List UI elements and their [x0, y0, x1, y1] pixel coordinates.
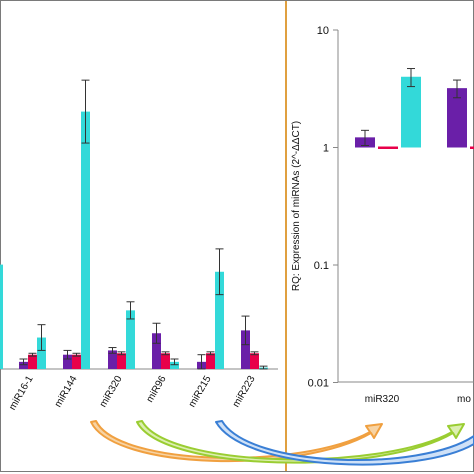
bar-miR144-s2	[72, 354, 81, 369]
partial-bar	[0, 264, 3, 369]
right-category-labels: miR320 mo	[365, 394, 472, 405]
bar-miR215-s2	[206, 353, 215, 369]
bar-miR16-1-s3	[37, 337, 46, 369]
connector-arrows	[90, 420, 474, 466]
bar-right-mo-s2	[470, 146, 474, 149]
right-y-axis-label: RQ: Expression of miRNAs (2^-ΔΔCT)	[291, 121, 302, 291]
bar-miR215-s3	[215, 271, 224, 369]
bar-miR320-s3	[126, 310, 135, 369]
bar-miR223-s2	[250, 353, 259, 369]
bar-miR144-s1	[63, 354, 72, 369]
bar-miR320-s2	[117, 353, 126, 369]
arrow-blue	[215, 420, 474, 466]
left-bars	[0, 79, 268, 370]
bar-miR96-s3	[170, 361, 179, 369]
bar-miR144-s3	[81, 111, 90, 369]
bar-miR320-s1	[108, 350, 117, 369]
bar-miR16-1-s2	[28, 354, 37, 369]
tick-label-0.01: 0.01	[308, 378, 329, 390]
tick-label-0.1: 0.1	[314, 260, 329, 272]
bar-miR223-s1	[241, 330, 250, 369]
tick-label-10: 10	[317, 25, 329, 37]
right-y-ticks: 10 1 0.1 0.01	[308, 25, 338, 390]
bar-right-miR320-s3	[401, 76, 421, 148]
tick-label-1: 1	[323, 143, 329, 155]
category-label-right-miR320: miR320	[365, 394, 400, 405]
bar-miR16-1-s1	[19, 361, 28, 369]
bar-right-mo-s1	[447, 88, 467, 148]
arrow-orange	[90, 420, 383, 463]
bar-right-miR320-s2	[378, 146, 398, 149]
category-label-right-mo: mo	[457, 394, 471, 405]
arrow-green	[136, 420, 465, 464]
right-bars	[355, 68, 474, 149]
bar-miR96-s1	[152, 333, 161, 369]
bar-miR96-s2	[161, 353, 170, 369]
